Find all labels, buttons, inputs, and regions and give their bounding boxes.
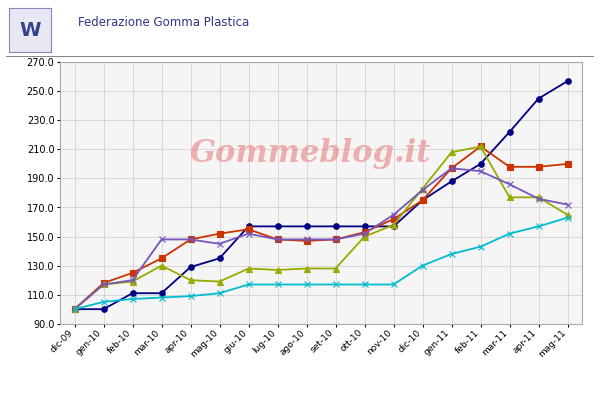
Text: Federazione Gomma Plastica: Federazione Gomma Plastica	[78, 16, 249, 29]
Text: Gommeblog.it: Gommeblog.it	[190, 138, 431, 169]
Text: W: W	[19, 21, 41, 39]
